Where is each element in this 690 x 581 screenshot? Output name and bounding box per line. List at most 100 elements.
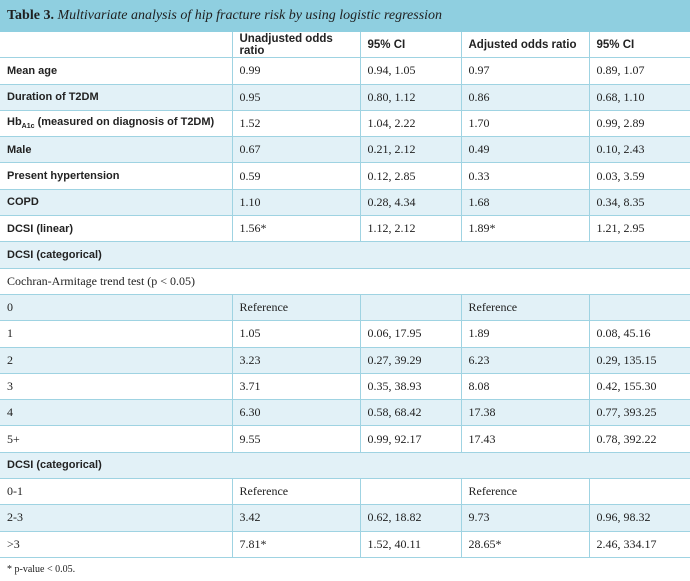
table-row: 5+ 9.55 0.99, 92.17 17.43 0.78, 392.22 — [0, 425, 690, 453]
table-cell: 1.52, 40.11 — [359, 531, 461, 558]
table-row: Cochran-Armitage trend test (p < 0.05) — [0, 268, 690, 295]
row-label-text: 0 — [7, 300, 13, 315]
table-cell: 0.10, 2.43 — [588, 136, 690, 164]
table-cell: 0.62, 18.82 — [359, 504, 461, 532]
table-cell: 0.03, 3.59 — [588, 162, 690, 190]
row-label: 0-1 — [0, 478, 232, 506]
row-label-text: 3 — [7, 379, 13, 393]
note-cell: Cochran-Armitage trend test (p < 0.05) — [0, 268, 690, 295]
row-label: Mean age — [0, 57, 232, 85]
table-label: Table 3. — [7, 8, 54, 23]
table-cell: 1.04, 2.22 — [359, 110, 461, 138]
table-title: Table 3. Multivariate analysis of hip fr… — [0, 0, 690, 32]
table-cell: 3.42 — [231, 504, 360, 532]
table-cell: 7.81* — [231, 531, 360, 558]
row-label-subscript: A1c — [21, 123, 35, 131]
row-label: 5+ — [0, 425, 232, 453]
table-cell: 1.70 — [460, 110, 589, 138]
table-cell: 9.73 — [460, 504, 589, 532]
table-cell — [359, 478, 461, 506]
row-label-text: 4 — [7, 405, 13, 420]
header-cell — [0, 32, 232, 59]
table-cell: 0.78, 392.22 — [588, 425, 690, 453]
row-label-text: Hb — [7, 116, 22, 129]
table-row: 0-1 Reference Reference — [0, 478, 690, 506]
table-cell: 1.21, 2.95 — [588, 215, 690, 243]
table-cell: 0.68, 1.10 — [588, 84, 690, 111]
table-row: 3 3.71 0.35, 38.93 8.08 0.42, 155.30 — [0, 373, 690, 401]
table-cell: 1.56* — [231, 215, 360, 243]
section-heading: DCSI (categorical) — [0, 452, 690, 480]
table-row: 2-3 3.42 0.62, 18.82 9.73 0.96, 98.32 — [0, 504, 690, 532]
table-cell: 0.99, 2.89 — [588, 110, 690, 138]
table-cell: 0.34, 8.35 — [588, 189, 690, 217]
table-row: COPD 1.10 0.28, 4.34 1.68 0.34, 8.35 — [0, 189, 690, 217]
table-row: DCSI (categorical) — [0, 452, 690, 480]
table-cell: 0.06, 17.95 — [359, 320, 461, 348]
table-cell: 0.99 — [231, 57, 360, 85]
row-label: 2-3 — [0, 504, 232, 532]
table-cell: 0.35, 38.93 — [359, 373, 461, 401]
table-cell: Reference — [231, 294, 360, 322]
table-cell: 0.67 — [231, 136, 360, 164]
table-cell: Reference — [460, 478, 589, 506]
table-cell: 0.29, 135.15 — [588, 347, 690, 374]
header-cell: 95% CI — [359, 32, 461, 59]
row-label-text: 1 — [7, 326, 13, 341]
table-cell: 0.77, 393.25 — [588, 399, 690, 427]
table-row: 2 3.23 0.27, 39.29 6.23 0.29, 135.15 — [0, 347, 690, 374]
table-cell: 1.10 — [231, 189, 360, 217]
table-cell: 0.28, 4.34 — [359, 189, 461, 217]
row-label-text: >3 — [7, 536, 20, 551]
header-row: Unadjusted odds ratio 95% CI Adjusted od… — [0, 32, 690, 59]
table-cell: 8.08 — [460, 373, 589, 401]
row-label-text: 5+ — [7, 431, 20, 446]
table-row: 1 1.05 0.06, 17.95 1.89 0.08, 45.16 — [0, 320, 690, 348]
row-label: COPD — [0, 189, 232, 217]
table-row: Present hypertension 0.59 0.12, 2.85 0.33 0.… — [0, 162, 690, 190]
table-cell: 1.05 — [231, 320, 360, 348]
row-label: 4 — [0, 399, 232, 427]
table-cell: 1.52 — [231, 110, 360, 138]
section-heading: DCSI (categorical) — [0, 241, 690, 269]
table-cell: 0.94, 1.05 — [359, 57, 461, 85]
table-cell: 6.30 — [231, 399, 360, 427]
table-row: Male 0.67 0.21, 2.12 0.49 0.10, 2.43 — [0, 136, 690, 164]
row-label: Present hypertension — [0, 162, 232, 190]
table-cell: 0.27, 39.29 — [359, 347, 461, 374]
table-cell: 2.46, 334.17 — [588, 531, 690, 558]
table-row: Duration of T2DM 0.95 0.80, 1.12 0.86 0.68, … — [0, 84, 690, 111]
table-cell — [359, 294, 461, 322]
table-cell: 17.43 — [460, 425, 589, 453]
row-label: 2 — [0, 347, 232, 374]
table-cell: 3.23 — [231, 347, 360, 374]
table-cell: Reference — [460, 294, 589, 322]
table-cell: 1.89 — [460, 320, 589, 348]
table-cell: 0.89, 1.07 — [588, 57, 690, 85]
row-label: 0 — [0, 294, 232, 322]
table-cell: 28.65* — [460, 531, 589, 558]
table-row: DCSI (linear) 1.56* 1.12, 2.12 1.89* 1.21, 2… — [0, 215, 690, 243]
table-cell: 6.23 — [460, 347, 589, 374]
row-label: 3 — [0, 373, 232, 401]
results-table: Unadjusted odds ratio 95% CI Adjusted od… — [0, 32, 690, 558]
table-cell: 0.99, 92.17 — [359, 425, 461, 453]
table-cell: 1.68 — [460, 189, 589, 217]
table-cell: 0.42, 155.30 — [588, 373, 690, 401]
table-cell: 0.58, 68.42 — [359, 399, 461, 427]
table-cell: Reference — [231, 478, 360, 506]
table-cell: 0.80, 1.12 — [359, 84, 461, 111]
table-cell: 3.71 — [231, 373, 360, 401]
table-cell — [588, 478, 690, 506]
row-label-text: 2 — [7, 352, 13, 367]
row-label-text: DCSI (linear) — [7, 222, 74, 235]
table-cell: 0.12, 2.85 — [359, 162, 461, 190]
table-caption: Multivariate analysis of hip fracture ri… — [57, 8, 443, 23]
table-body: Mean age 0.99 0.94, 1.05 0.97 0.89, 1.07 Dura… — [0, 57, 690, 558]
table-cell: 1.89* — [460, 215, 589, 243]
table-row: 0 Reference Reference — [0, 294, 690, 322]
table-row: DCSI (categorical) — [0, 241, 690, 269]
row-label-text: Mean age — [7, 64, 58, 77]
row-label: Male — [0, 136, 232, 164]
